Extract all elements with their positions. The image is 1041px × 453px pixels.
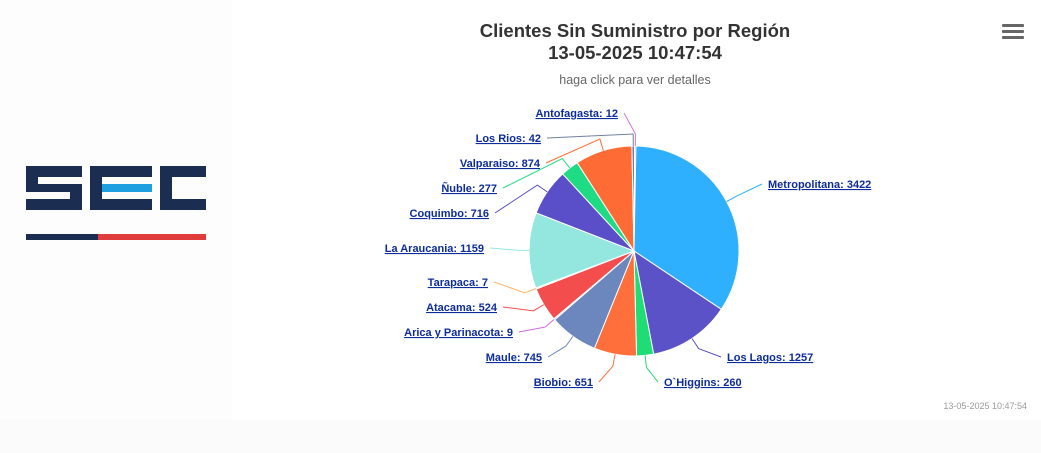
data-label-tarapaca[interactable]: Tarapaca: 7 — [428, 277, 488, 289]
connector-line — [691, 338, 722, 358]
chart-title-line1: Clientes Sin Suministro por Región — [479, 20, 791, 41]
chart-credit-timestamp: 13-05-2025 10:47:54 — [943, 401, 1027, 411]
data-label-la-araucania[interactable]: La Araucania: 1159 — [385, 243, 484, 255]
connector-line — [547, 336, 574, 358]
chart-title-line2: 13-05-2025 10:47:54 — [548, 42, 722, 63]
connector-line — [644, 355, 659, 383]
connector-line — [545, 138, 604, 164]
data-label-atacama[interactable]: Atacama: 524 — [426, 302, 498, 314]
data-label-los-rios[interactable]: Los Rios: 42 — [476, 133, 541, 145]
hamburger-menu-icon — [1002, 24, 1024, 27]
footer-strip — [0, 420, 1041, 453]
connector-line — [494, 184, 548, 214]
connector-line — [726, 183, 763, 202]
data-label-o-higgins[interactable]: O`Higgins: 260 — [664, 377, 742, 389]
connector-line — [502, 157, 571, 189]
data-label--uble[interactable]: Ñuble: 277 — [441, 182, 497, 195]
connector-line — [518, 318, 555, 333]
data-label-arica-y-parinacota[interactable]: Arica y Parinacota: 9 — [404, 327, 513, 339]
pie-slice-los-lagos[interactable] — [633, 249, 722, 355]
chart-subtitle: haga click para ver detalles — [559, 73, 711, 87]
data-label-maule[interactable]: Maule: 745 — [486, 352, 542, 364]
data-label-antofagasta[interactable]: Antofagasta: 12 — [535, 108, 618, 120]
data-label-los-lagos[interactable]: Los Lagos: 1257 — [727, 352, 813, 364]
data-label-biobio[interactable]: Biobio: 651 — [534, 377, 593, 389]
chart-menu-button[interactable] — [1002, 24, 1024, 42]
data-label-metropolitana[interactable]: Metropolitana: 3422 — [768, 179, 871, 191]
logo-panel — [0, 0, 232, 420]
chart-title: Clientes Sin Suministro por Región 13-05… — [380, 20, 890, 64]
connector-line — [546, 133, 634, 147]
pie-slice-antofagasta[interactable] — [633, 145, 637, 252]
sec-logo — [26, 166, 206, 240]
connector-line — [598, 354, 616, 383]
data-label-coquimbo[interactable]: Coquimbo: 716 — [410, 208, 489, 220]
connector-line — [493, 281, 537, 294]
connector-line — [489, 247, 530, 251]
connector-line — [502, 304, 545, 312]
data-label-valparaiso[interactable]: Valparaiso: 874 — [460, 158, 541, 170]
connector-line — [623, 112, 636, 147]
pie-slice-la-araucania[interactable] — [528, 212, 636, 289]
